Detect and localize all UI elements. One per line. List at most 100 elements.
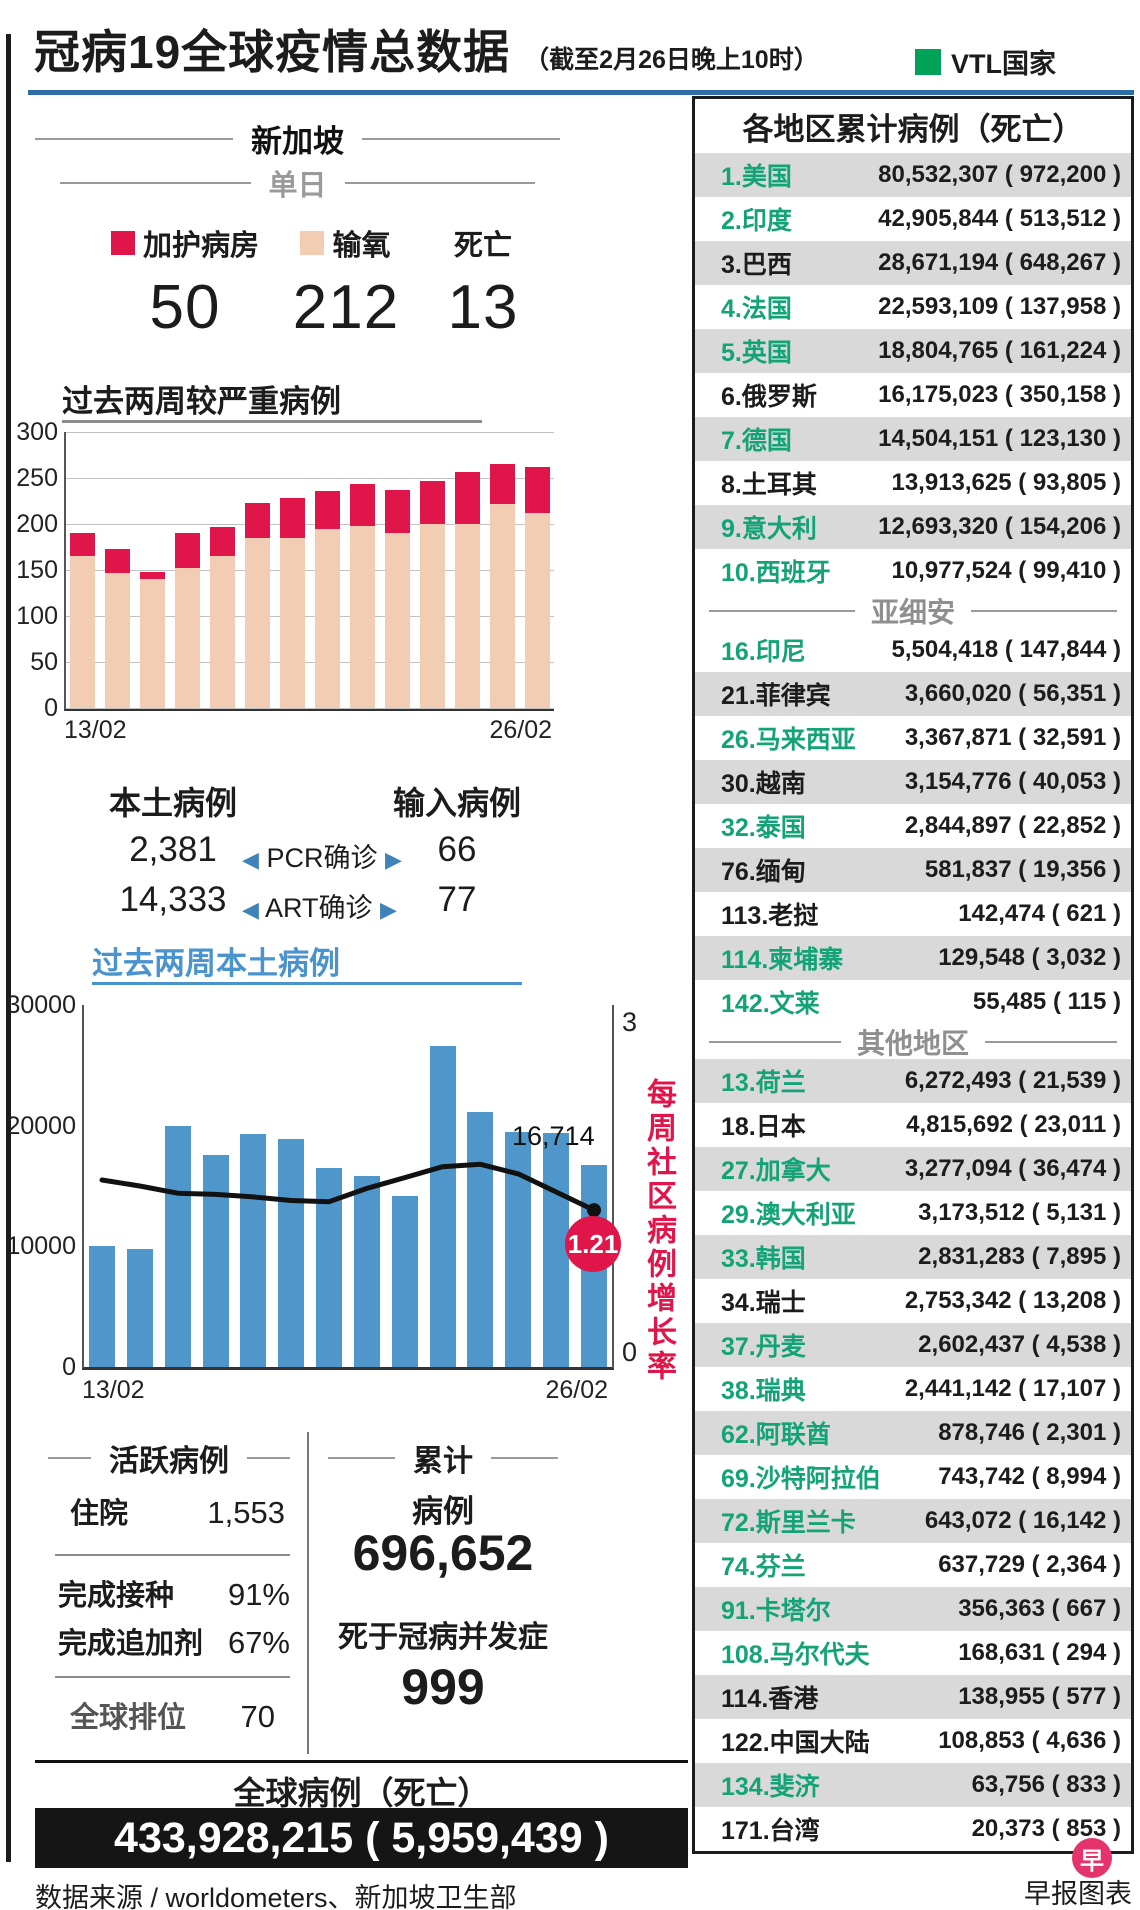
table-row: 1.美国 80,532,307 ( 972,200 ) (695, 153, 1131, 197)
table-row: 13.荷兰 6,272,493 ( 21,539 ) (695, 1059, 1131, 1103)
global-rank-row: 全球排位 70 (70, 1694, 275, 1736)
chart2-y-tick: 20000 (6, 1111, 76, 1140)
local-cases-chart: 0 10000 20000 30000 0 3 16,714 1.21 (6, 991, 637, 1381)
region-section-label: 亚细安 (871, 596, 956, 628)
stacked-bar (490, 464, 515, 708)
imported-art-value: 77 (437, 880, 477, 919)
icu-segment (245, 502, 270, 538)
region-name: 7.德国 (721, 427, 792, 455)
oxygen-segment (210, 556, 235, 708)
legend-icu-label: 加护病房 (142, 230, 259, 262)
blue-bar (467, 1112, 494, 1367)
chart1-y-tick: 0 (44, 694, 58, 722)
chart1-title-underline (62, 420, 482, 423)
oxygen-segment (315, 528, 340, 708)
hospitalised-label: 住院 (70, 1498, 129, 1530)
blue-bar (353, 1176, 380, 1367)
oxygen-segment (350, 525, 375, 708)
imported-cases-header: 输入病例 (392, 785, 521, 821)
table-row: 38.瑞典 2,441,142 ( 17,107 ) (695, 1367, 1131, 1411)
region-name: 34.瑞士 (721, 1289, 806, 1317)
table-row: 27.加拿大 3,277,094 ( 36,474 ) (695, 1147, 1131, 1191)
region-name: 114.柬埔寨 (721, 946, 844, 974)
table-row: 134.斐济 63,756 ( 833 ) (695, 1763, 1131, 1807)
cumulative-deaths-value: 999 (401, 1659, 485, 1715)
blue-bar (429, 1046, 456, 1367)
oxygen-segment (245, 537, 270, 708)
region-value: 80,532,307 ( 972,200 ) (878, 161, 1121, 188)
gridline (66, 524, 554, 525)
region-value: 3,660,020 ( 56,351 ) (904, 680, 1121, 707)
region-name: 142.文莱 (721, 990, 820, 1018)
table-row: 21.菲律宾 3,660,020 ( 56,351 ) (695, 672, 1131, 716)
stacked-bar (350, 484, 375, 708)
region-name: 18.日本 (721, 1113, 806, 1141)
region-section-divider: 亚细安 (695, 593, 1131, 628)
region-value: 5,504,418 ( 147,844 ) (891, 636, 1121, 663)
gridline (66, 432, 554, 433)
stacked-bar (70, 533, 95, 708)
region-name: 122.中国大陆 (721, 1729, 870, 1757)
growth-rate-axis-label: 每周社区病例增长率 (642, 1078, 675, 1384)
table-row: 113.老挝 142,474 ( 621 ) (695, 892, 1131, 936)
cumulative-header: 累计 (328, 1436, 558, 1480)
region-value: 42,905,844 ( 513,512 ) (878, 205, 1121, 232)
region-name: 26.马来西亚 (721, 726, 856, 754)
legend-deaths: 死亡 (428, 222, 538, 264)
table-row: 62.阿联酋 878,746 ( 2,301 ) (695, 1411, 1131, 1455)
icu-segment (210, 526, 235, 557)
region-value: 3,173,512 ( 5,131 ) (918, 1199, 1121, 1226)
local-art-value: 14,333 (119, 880, 227, 919)
region-value: 14,504,151 ( 123,130 ) (878, 425, 1121, 452)
hospitalised-value: 1,553 (207, 1495, 285, 1530)
global-cases-title: 全球病例（死亡） (233, 1775, 490, 1811)
legend-oxygen-label: 输氧 (332, 230, 391, 262)
region-value: 12,693,320 ( 154,206 ) (878, 513, 1121, 540)
left-border-line (6, 34, 11, 1862)
stacked-bar (455, 471, 480, 708)
region-name: 114.香港 (721, 1685, 819, 1713)
chart2-bars (84, 1005, 612, 1367)
chart1-y-tick: 200 (16, 510, 58, 538)
stacked-bar (210, 526, 235, 708)
icu-segment (525, 466, 550, 513)
table-row: 32.泰国 2,844,897 ( 22,852 ) (695, 804, 1131, 848)
region-value: 28,671,194 ( 648,267 ) (878, 249, 1121, 276)
region-value: 22,593,109 ( 137,958 ) (878, 293, 1121, 320)
oxygen-segment (105, 572, 130, 708)
gridline (66, 478, 554, 479)
cumulative-title: 累计 (413, 1445, 473, 1478)
table-row: 6.俄罗斯 16,175,023 ( 350,158 ) (695, 373, 1131, 417)
daily-deaths-value: 13 (447, 273, 519, 342)
region-value: 2,844,897 ( 22,852 ) (904, 812, 1121, 839)
data-source: 数据来源 / worldometers、新加坡卫生部 (35, 1883, 517, 1910)
region-name: 62.阿联酋 (721, 1421, 831, 1449)
region-name: 8.土耳其 (721, 471, 817, 499)
region-value: 3,154,776 ( 40,053 ) (904, 768, 1121, 795)
local-cases-header: 本土病例 (108, 785, 237, 821)
blue-bar (391, 1195, 418, 1367)
global-rank-label: 全球排位 (70, 1702, 187, 1734)
booster-value: 67% (227, 1625, 290, 1660)
stacked-bar (525, 466, 550, 708)
region-value: 3,277,094 ( 36,474 ) (904, 1155, 1121, 1182)
imported-pcr-value: 66 (437, 830, 477, 869)
region-name: 6.俄罗斯 (721, 383, 817, 411)
region-section-label: 其他地区 (857, 1027, 970, 1059)
active-cases-header: 活跃病例 (48, 1436, 290, 1480)
table-row: 34.瑞士 2,753,342 ( 13,208 ) (695, 1279, 1131, 1323)
stacked-bar (385, 489, 410, 708)
vtl-legend: VTL国家 (915, 42, 1056, 81)
table-row: 10.西班牙 10,977,524 ( 99,410 ) (695, 549, 1131, 593)
chart2-x-start: 13/02 (82, 1376, 145, 1404)
chart1-y-tick: 100 (16, 602, 58, 630)
global-divider (35, 1760, 688, 1763)
chart1-title: 过去两周较严重病例 (62, 384, 341, 419)
cumulative-cases-label: 病例 (412, 1494, 474, 1529)
region-section-divider: 其他地区 (695, 1024, 1131, 1059)
table-row: 16.印尼 5,504,418 ( 147,844 ) (695, 628, 1131, 672)
blue-bar (164, 1125, 191, 1367)
local-pcr-value: 2,381 (129, 830, 217, 869)
legend-icu: 加护病房 (100, 222, 270, 264)
region-name: 37.丹麦 (721, 1333, 806, 1361)
